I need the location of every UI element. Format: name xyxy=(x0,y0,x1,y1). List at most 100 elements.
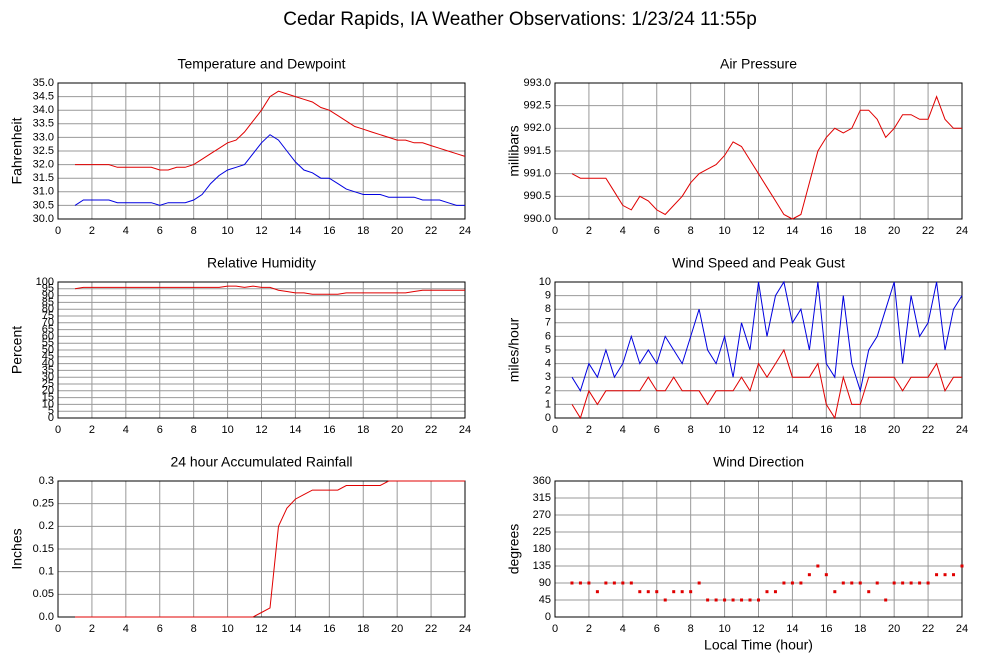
x-tick-label: 18 xyxy=(357,424,369,436)
y-tick-label: 31.0 xyxy=(33,186,54,198)
x-tick-label: 24 xyxy=(459,225,471,237)
x-tick-label: 2 xyxy=(586,424,592,436)
panel-title: 24 hour Accumulated Rainfall xyxy=(170,454,352,470)
y-tick-label: 992.5 xyxy=(523,100,551,112)
data-point xyxy=(706,598,710,602)
y-tick-label: 65 xyxy=(42,324,54,336)
data-point xyxy=(790,581,794,585)
x-tick-label: 14 xyxy=(786,623,798,635)
y-tick-label: 0.3 xyxy=(39,475,54,487)
x-tick-label: 14 xyxy=(289,623,301,635)
data-line xyxy=(74,285,465,295)
x-tick-label: 16 xyxy=(323,623,335,635)
y-tick-label: 75 xyxy=(42,310,54,322)
y-tick-label: 0.05 xyxy=(33,588,54,600)
data-point xyxy=(604,581,608,585)
y-tick-label: 135 xyxy=(533,560,551,572)
x-tick-label: 0 xyxy=(552,225,558,237)
x-tick-label: 12 xyxy=(255,623,267,635)
data-point xyxy=(697,581,701,585)
y-tick-label: 10 xyxy=(42,398,54,410)
x-tick-label: 2 xyxy=(89,424,95,436)
x-tick-label: 24 xyxy=(956,424,968,436)
data-point xyxy=(714,598,718,602)
y-tick-label: 0.15 xyxy=(33,543,54,555)
x-tick-label: 10 xyxy=(221,225,233,237)
panel-title: Wind Speed and Peak Gust xyxy=(672,255,845,271)
data-point xyxy=(646,590,650,594)
data-point xyxy=(867,590,871,594)
y-tick-label: 993.0 xyxy=(523,77,551,89)
data-point xyxy=(850,581,854,585)
x-tick-label: 14 xyxy=(289,225,301,237)
y-tick-label: 991.0 xyxy=(523,168,551,180)
x-tick-label: 22 xyxy=(425,424,437,436)
x-tick-label: 10 xyxy=(221,623,233,635)
y-tick-label: 315 xyxy=(533,492,551,504)
data-point xyxy=(943,573,947,577)
x-tick-label: 0 xyxy=(55,623,61,635)
x-tick-label: 4 xyxy=(123,225,129,237)
data-line xyxy=(75,480,465,618)
x-tick-label: 8 xyxy=(688,225,694,237)
x-tick-label: 20 xyxy=(888,424,900,436)
y-tick-label: 180 xyxy=(533,543,551,555)
x-tick-label: 20 xyxy=(391,623,403,635)
data-point xyxy=(935,573,939,577)
x-tick-label: 6 xyxy=(654,424,660,436)
x-tick-label: 16 xyxy=(323,424,335,436)
x-tick-label: 4 xyxy=(620,225,626,237)
y-axis-label: Fahrenheit xyxy=(9,117,25,184)
data-point xyxy=(672,590,676,594)
data-point xyxy=(816,564,820,568)
data-point xyxy=(723,598,727,602)
x-tick-label: 8 xyxy=(191,225,197,237)
y-axis-label: Percent xyxy=(9,326,25,374)
x-tick-label: 0 xyxy=(552,424,558,436)
y-tick-label: 34.0 xyxy=(33,104,54,116)
data-point xyxy=(773,590,777,594)
y-tick-label: 95 xyxy=(42,283,54,295)
data-point xyxy=(587,581,591,585)
plot-frame xyxy=(57,82,466,220)
y-tick-label: 33.5 xyxy=(33,118,54,130)
y-tick-label: 30.0 xyxy=(33,213,54,225)
x-tick-label: 6 xyxy=(157,424,163,436)
x-tick-label: 14 xyxy=(786,424,798,436)
y-tick-label: 0.25 xyxy=(33,498,54,510)
y-tick-label: 85 xyxy=(42,296,54,308)
x-tick-label: 16 xyxy=(323,225,335,237)
data-point xyxy=(909,581,913,585)
y-tick-label: 50 xyxy=(42,344,54,356)
panel-title: Air Pressure xyxy=(720,56,797,72)
panel-title: Relative Humidity xyxy=(207,255,316,271)
x-tick-label: 14 xyxy=(786,225,798,237)
x-tick-label: 16 xyxy=(820,623,832,635)
plot-frame xyxy=(57,281,466,419)
data-point xyxy=(841,581,845,585)
data-point xyxy=(570,581,574,585)
plot-frame xyxy=(57,480,466,618)
x-tick-label: 4 xyxy=(123,424,129,436)
x-tick-label: 20 xyxy=(391,225,403,237)
y-tick-label: 80 xyxy=(42,303,54,315)
y-tick-label: 1 xyxy=(545,398,551,410)
x-tick-label: 0 xyxy=(55,424,61,436)
y-tick-label: 360 xyxy=(533,475,551,487)
data-point xyxy=(638,590,642,594)
y-tick-label: 35 xyxy=(42,364,54,376)
x-tick-label: 12 xyxy=(255,424,267,436)
x-tick-label: 18 xyxy=(854,424,866,436)
x-tick-label: 0 xyxy=(552,623,558,635)
plot-frame xyxy=(554,82,963,220)
y-tick-label: 25 xyxy=(42,378,54,390)
x-tick-label: 8 xyxy=(688,623,694,635)
y-tick-label: 90 xyxy=(42,290,54,302)
y-tick-label: 8 xyxy=(545,303,551,315)
data-point xyxy=(901,581,905,585)
data-point xyxy=(833,590,837,594)
data-line xyxy=(74,134,465,206)
data-line xyxy=(571,348,962,420)
x-tick-label: 10 xyxy=(221,424,233,436)
